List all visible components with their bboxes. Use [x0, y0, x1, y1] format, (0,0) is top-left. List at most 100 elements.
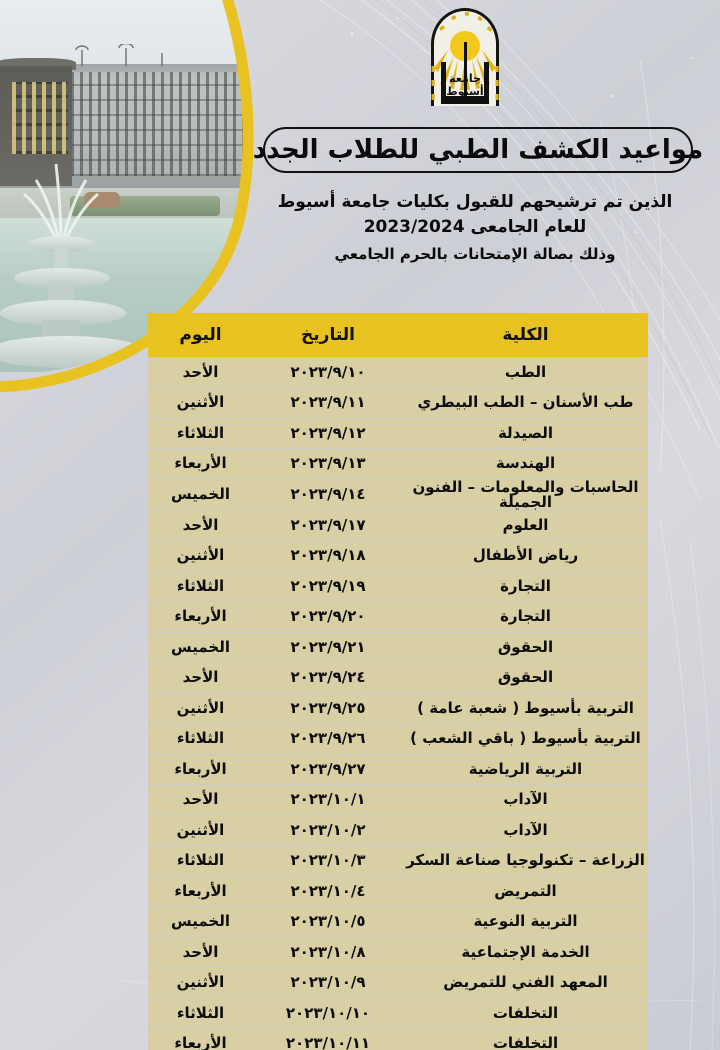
- cell-faculty: التجارة: [403, 571, 648, 602]
- cell-date: ٢٠٢٣/٩/١٧: [253, 510, 403, 541]
- cell-date: ٢٠٢٣/١٠/٢: [253, 815, 403, 846]
- table-row: الحقوق ٢٠٢٣/٩/٢٤ الأحد: [148, 662, 648, 694]
- column-header-faculty: الكلية: [403, 313, 648, 357]
- cell-day: الأثنين: [148, 967, 253, 999]
- table-row: العلوم ٢٠٢٣/٩/١٧ الأحد: [148, 510, 648, 541]
- photo-building-windows: [62, 72, 248, 176]
- table-row: الطب ٢٠٢٣/٩/١٠ الأحد: [148, 356, 648, 388]
- cell-day: الأربعاء: [148, 876, 253, 907]
- cell-date: ٢٠٢٣/٩/١٤: [253, 479, 403, 511]
- photo-building-lit-windows: [12, 82, 68, 154]
- cell-day: الأربعاء: [148, 448, 253, 480]
- cell-day: الأثنين: [148, 693, 253, 724]
- cell-faculty: الطب: [403, 356, 648, 388]
- cell-faculty: التجارة: [403, 601, 648, 633]
- cell-faculty: الصيدلة: [403, 418, 648, 449]
- photo-fountain-tier-1: [28, 236, 94, 252]
- table-row: الحاسبات والمعلومات – الفنون الجميلة ٢٠٢٣…: [148, 479, 648, 511]
- cell-faculty: التخلفات: [403, 1028, 648, 1050]
- cell-faculty: الهندسة: [403, 448, 648, 480]
- cell-date: ٢٠٢٣/١٠/١٠: [253, 998, 403, 1029]
- cell-date: ٢٠٢٣/٩/٢٥: [253, 693, 403, 724]
- cell-day: الأثنين: [148, 387, 253, 419]
- table-row: التربية بأسيوط ( شعبة عامة ) ٢٠٢٣/٩/٢٥ الأ…: [148, 693, 648, 724]
- schedule-table-body: الطب ٢٠٢٣/٩/١٠ الأحد طب الأسنان – الطب البي…: [148, 356, 648, 1050]
- cell-faculty: الخدمة الإجتماعية: [403, 937, 648, 968]
- cell-date: ٢٠٢٣/٩/١٢: [253, 418, 403, 449]
- cell-day: الثلاثاء: [148, 418, 253, 449]
- table-row: التجارة ٢٠٢٣/٩/٢٠ الأربعاء: [148, 601, 648, 633]
- cell-day: الأثنين: [148, 815, 253, 846]
- cell-date: ٢٠٢٣/١٠/١: [253, 784, 403, 816]
- subtitle-line-1: الذين تم ترشيحهم للقبول بكليات جامعة أسي…: [277, 192, 673, 212]
- cell-date: ٢٠٢٣/٩/١٨: [253, 540, 403, 572]
- table-row: رياض الأطفال ٢٠٢٣/٩/١٨ الأثنين: [148, 540, 648, 572]
- cell-date: ٢٠٢٣/١٠/٣: [253, 845, 403, 877]
- table-row: الصيدلة ٢٠٢٣/٩/١٢ الثلاثاء: [148, 418, 648, 449]
- cell-faculty: التربية بأسيوط ( باقي الشعب ): [403, 723, 648, 755]
- cell-faculty: التربية النوعية: [403, 906, 648, 938]
- cell-faculty: الحقوق: [403, 662, 648, 694]
- cell-faculty: المعهد الفني للتمريض: [403, 967, 648, 999]
- cell-date: ٢٠٢٣/١٠/٤: [253, 876, 403, 907]
- logo-text-line2: أسيوط: [446, 84, 483, 98]
- cell-date: ٢٠٢٣/١٠/٥: [253, 906, 403, 938]
- cell-faculty: رياض الأطفال: [403, 540, 648, 572]
- cell-date: ٢٠٢٣/٩/١٩: [253, 571, 403, 602]
- cell-faculty: التربية الرياضية: [403, 754, 648, 785]
- cell-date: ٢٠٢٣/٩/١٣: [253, 448, 403, 480]
- cell-date: ٢٠٢٣/٩/٢٠: [253, 601, 403, 633]
- cell-faculty: التربية بأسيوط ( شعبة عامة ): [403, 693, 648, 724]
- table-row: الهندسة ٢٠٢٣/٩/١٣ الأربعاء: [148, 448, 648, 480]
- cell-day: الثلاثاء: [148, 998, 253, 1029]
- cell-faculty: التخلفات: [403, 998, 648, 1029]
- cell-day: الثلاثاء: [148, 845, 253, 877]
- cell-day: الأربعاء: [148, 754, 253, 785]
- table-row: التخلفات ٢٠٢٣/١٠/١٠ الثلاثاء: [148, 998, 648, 1029]
- table-header-row: الكلية التاريخ اليوم: [148, 313, 648, 357]
- cell-day: الثلاثاء: [148, 723, 253, 755]
- column-header-day: اليوم: [148, 313, 253, 357]
- table-row: الآداب ٢٠٢٣/١٠/١ الأحد: [148, 784, 648, 816]
- yellow-accent-curve: [0, 0, 254, 392]
- assiut-university-logo-icon: جامعة أسيوط: [431, 8, 499, 106]
- photo-fountain-tier-2: [14, 268, 110, 288]
- cell-date: ٢٠٢٣/٩/٢١: [253, 632, 403, 663]
- cell-date: ٢٠٢٣/٩/١١: [253, 387, 403, 419]
- photo-planter: [84, 192, 120, 208]
- logo-text-line1: جامعة: [449, 72, 481, 85]
- cell-faculty: الحاسبات والمعلومات – الفنون الجميلة: [403, 479, 648, 511]
- schedule-table-head: الكلية التاريخ اليوم: [148, 313, 648, 357]
- table-row: الحقوق ٢٠٢٣/٩/٢١ الخميس: [148, 632, 648, 663]
- cell-day: الأحد: [148, 510, 253, 541]
- cell-date: ٢٠٢٣/٩/٢٤: [253, 662, 403, 694]
- cell-day: الخميس: [148, 906, 253, 938]
- subtitle-block: الذين تم ترشيحهم للقبول بكليات جامعة أسي…: [250, 190, 700, 269]
- column-header-date: التاريخ: [253, 313, 403, 357]
- cell-date: ٢٠٢٣/١٠/٨: [253, 937, 403, 968]
- cell-faculty: الآداب: [403, 784, 648, 816]
- subtitle-line-2: للعام الجامعى 2023/2024: [363, 216, 587, 237]
- table-row: التمريض ٢٠٢٣/١٠/٤ الأربعاء: [148, 876, 648, 907]
- schedule-table: الكلية التاريخ اليوم الطب ٢٠٢٣/٩/١٠ الأحد ط…: [148, 313, 648, 1050]
- cell-faculty: طب الأسنان – الطب البيطري: [403, 387, 648, 419]
- schedule-table-wrapper: الكلية التاريخ اليوم الطب ٢٠٢٣/٩/١٠ الأحد ط…: [148, 313, 648, 1050]
- table-row: الزراعة – تكنولوجيا صناعة السكر ٢٠٢٣/١٠/٣…: [148, 845, 648, 877]
- table-row: التربية الرياضية ٢٠٢٣/٩/٢٧ الأربعاء: [148, 754, 648, 785]
- campus-photo: [0, 0, 268, 372]
- table-row: المعهد الفني للتمريض ٢٠٢٣/١٠/٩ الأثنين: [148, 967, 648, 999]
- photo-roof-masts: [66, 44, 186, 66]
- cell-date: ٢٠٢٣/١٠/٩: [253, 967, 403, 999]
- photo-fountain-stem-1: [54, 248, 68, 274]
- cell-faculty: التمريض: [403, 876, 648, 907]
- table-row: التخلفات ٢٠٢٣/١٠/١١ الأربعاء: [148, 1028, 648, 1050]
- table-row: التربية بأسيوط ( باقي الشعب ) ٢٠٢٣/٩/٢٦ ال…: [148, 723, 648, 755]
- table-row: الآداب ٢٠٢٣/١٠/٢ الأثنين: [148, 815, 648, 846]
- page-title: مواعيد الكشف الطبي للطلاب الجدد: [253, 127, 704, 173]
- table-row: التربية النوعية ٢٠٢٣/١٠/٥ الخميس: [148, 906, 648, 938]
- cell-day: الأحد: [148, 784, 253, 816]
- cell-day: الأحد: [148, 937, 253, 968]
- cell-faculty: الزراعة – تكنولوجيا صناعة السكر: [403, 845, 648, 877]
- cell-day: الخميس: [148, 479, 253, 511]
